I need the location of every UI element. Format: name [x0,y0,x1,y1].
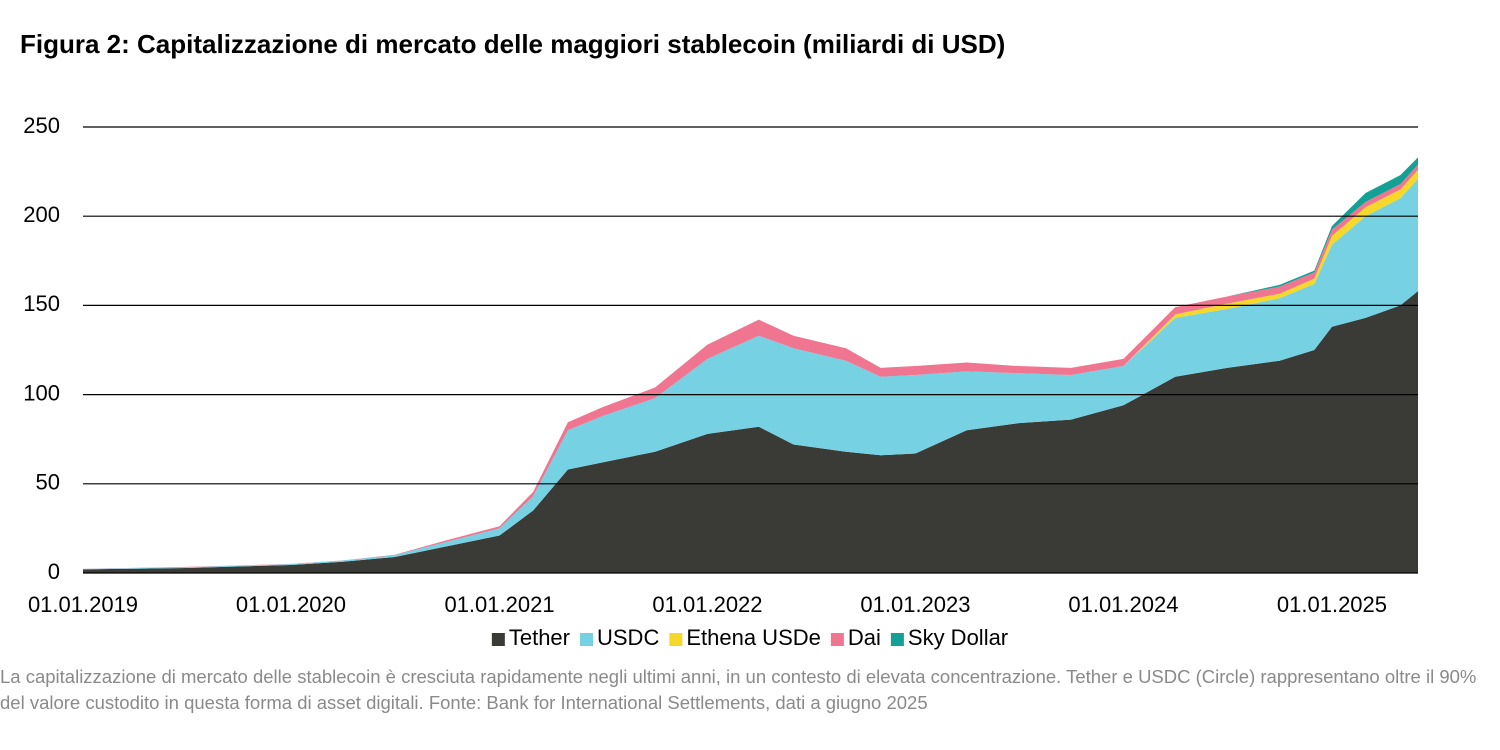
legend-label: USDC [597,625,659,650]
caption: La capitalizzazione di mercato delle sta… [0,666,1477,713]
x-tick-label: 01.01.2023 [860,592,970,617]
y-tick-label: 100 [23,380,60,405]
x-tick-label: 01.01.2021 [444,592,554,617]
legend-swatch [830,633,844,646]
y-tick-label: 150 [23,291,60,316]
x-tick-label: 01.01.2019 [28,592,138,617]
area [83,178,1418,570]
x-tick-label: 01.01.2025 [1277,592,1387,617]
x-tick-label: 01.01.2020 [236,592,346,617]
legend-swatch [580,633,594,646]
legend-swatch [890,633,904,646]
y-tick-label: 0 [48,559,60,584]
legend-label: Dai [848,625,881,650]
chart: Figura 2: Capitalizzazione di mercato de… [20,29,1418,650]
legend-swatch [669,633,683,646]
legend-label: Sky Dollar [908,625,1008,650]
area [83,291,1418,573]
x-tick-label: 01.01.2022 [652,592,762,617]
y-tick-label: 250 [23,113,60,138]
legend-swatch [491,633,505,646]
y-tick-label: 50 [36,470,60,495]
y-tick-label: 200 [23,202,60,227]
x-tick-label: 01.01.2024 [1068,592,1178,617]
chart-title: Figura 2: Capitalizzazione di mercato de… [20,29,1005,59]
legend-label: Tether [509,625,570,650]
legend-label: Ethena USDe [686,625,821,650]
